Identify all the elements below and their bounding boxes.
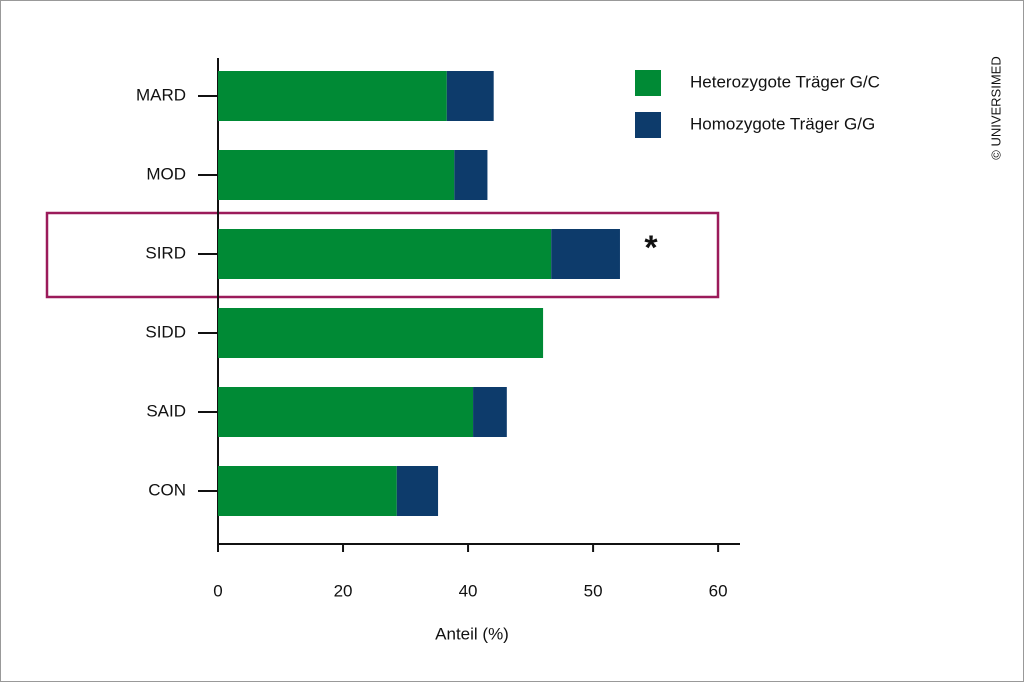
x-tick-label: 40	[459, 581, 478, 600]
bar-segment	[218, 71, 447, 121]
highlight-box	[45, 211, 720, 299]
y-tick-label: MARD	[136, 85, 186, 104]
x-axis-label: Anteil (%)	[435, 624, 509, 643]
legend-swatch	[635, 70, 661, 96]
legend-swatch	[635, 112, 661, 138]
bar-segment	[218, 308, 544, 358]
y-tick-label: SAID	[146, 401, 186, 420]
bar-segment	[218, 150, 455, 200]
bar-segment	[218, 387, 474, 437]
legend-label: Homozygote Träger G/G	[690, 114, 875, 133]
bar-segment	[446, 71, 494, 121]
y-tick-label: SIRD	[145, 243, 186, 262]
y-tick-label: CON	[148, 480, 186, 499]
y-tick-label: MOD	[146, 164, 186, 183]
bar-segment	[396, 466, 439, 516]
bar-segment	[218, 229, 552, 279]
y-tick-label: SIDD	[145, 322, 186, 341]
copyright: © UNIVERSIMED	[988, 56, 1003, 159]
x-tick-label: 20	[334, 581, 353, 600]
significance-star: *	[644, 229, 658, 267]
bar-segment	[551, 229, 620, 279]
legend-label: Heterozygote Träger G/C	[690, 72, 880, 91]
x-tick-label: 0	[213, 581, 222, 600]
bar-segment	[454, 150, 488, 200]
bar-segment	[473, 387, 507, 437]
x-tick-label: 60	[709, 581, 728, 600]
bar-segment	[218, 466, 397, 516]
x-tick-label: 50	[584, 581, 603, 600]
